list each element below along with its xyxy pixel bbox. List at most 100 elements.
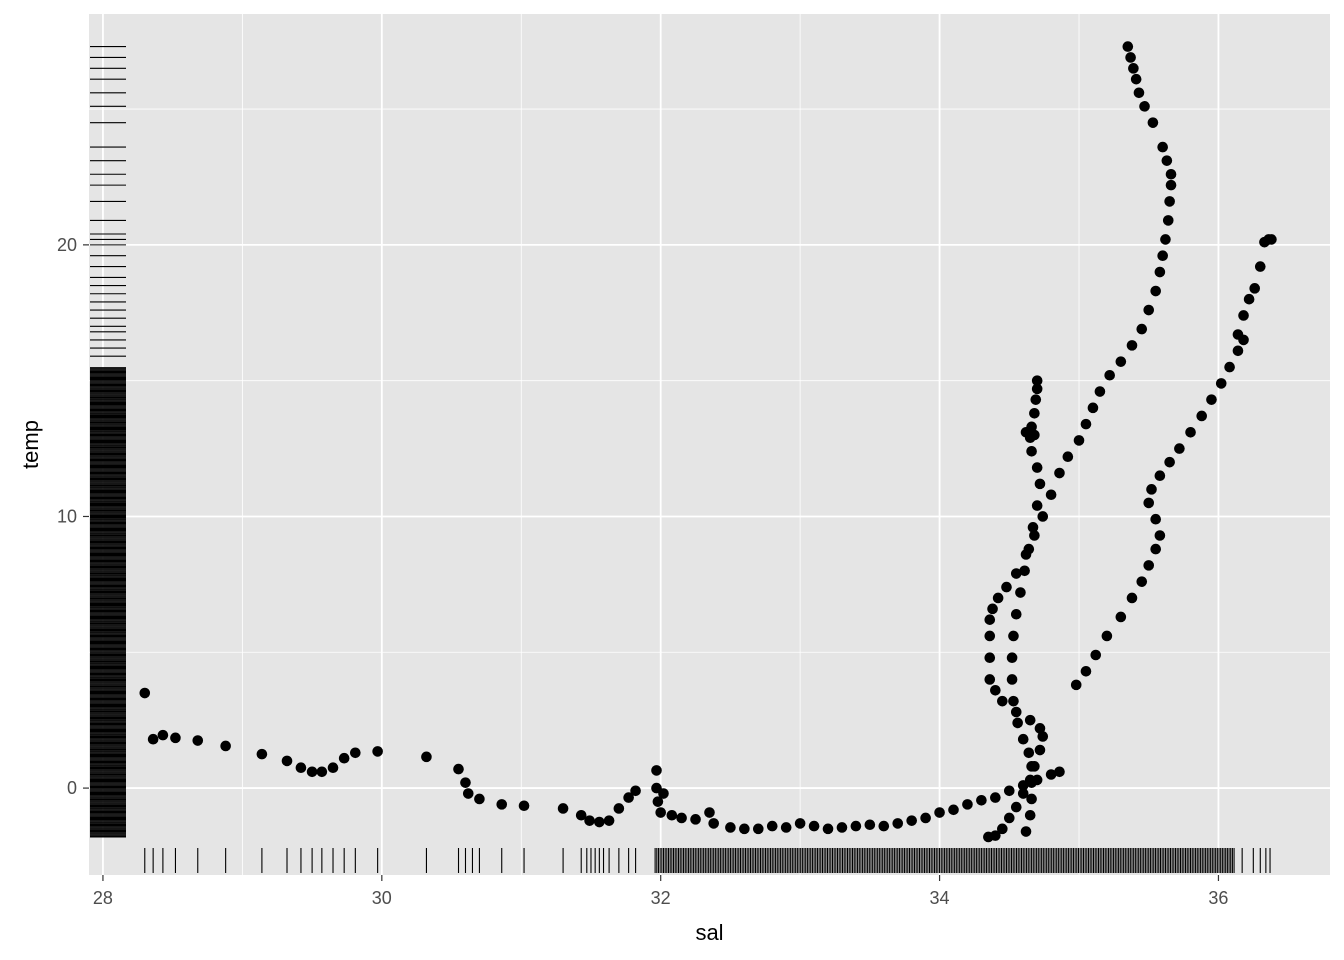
data-point [1232, 329, 1244, 340]
data-point [281, 755, 293, 767]
data-point [739, 823, 750, 835]
data-point [984, 614, 996, 625]
minor-gridlines [89, 14, 1330, 875]
data-point [460, 777, 471, 788]
data-point [157, 729, 169, 741]
data-point [1001, 581, 1012, 593]
data-point [474, 793, 485, 805]
data-point [984, 630, 996, 642]
x-tick-label: 28 [93, 888, 113, 908]
data-point [676, 812, 687, 824]
data-point [1012, 717, 1023, 729]
data-point [1143, 560, 1155, 571]
data-point [1162, 215, 1174, 226]
data-point [1054, 467, 1065, 479]
data-point [1243, 293, 1255, 305]
y-tick-label: 10 [57, 506, 77, 526]
data-point [704, 807, 715, 818]
data-point [327, 762, 339, 774]
data-point [421, 751, 432, 763]
data-point [1164, 456, 1175, 468]
data-point [1026, 777, 1037, 788]
data-point [1157, 250, 1168, 262]
data-point [1017, 733, 1029, 745]
data-point [1090, 649, 1102, 661]
y-axis-title: temp [18, 420, 43, 469]
data-point [997, 695, 1008, 707]
data-point [1232, 345, 1244, 357]
data-point [623, 792, 634, 803]
data-point [306, 766, 318, 778]
data-point [1034, 723, 1046, 734]
data-point [658, 788, 669, 799]
data-point [1019, 565, 1030, 577]
data-point [1150, 543, 1162, 555]
data-point [1115, 356, 1127, 367]
data-point [1031, 383, 1043, 395]
data-point [822, 823, 834, 835]
data-point [1020, 426, 1032, 438]
data-point [906, 815, 917, 826]
data-point [1185, 426, 1196, 438]
data-point [780, 822, 792, 833]
data-point [1026, 761, 1037, 772]
data-point [1087, 402, 1099, 414]
tick-labels: 28 30 32 34 36 0 10 20 [57, 235, 1228, 908]
data-point [1017, 788, 1029, 799]
data-point [496, 799, 508, 810]
data-point [1029, 429, 1040, 441]
data-point [295, 762, 307, 774]
data-point [1027, 522, 1039, 533]
data-point [1154, 470, 1166, 482]
data-point [575, 809, 587, 821]
data-point [725, 822, 736, 833]
data-point [1215, 378, 1227, 389]
data-point [990, 830, 1001, 841]
data-point [1164, 196, 1175, 207]
data-point [1266, 234, 1277, 245]
data-point [655, 807, 666, 818]
data-point [1139, 101, 1150, 112]
data-point [1206, 394, 1217, 405]
data-point [1122, 41, 1134, 52]
data-point [934, 807, 945, 818]
data-point [1080, 665, 1092, 677]
data-point [584, 815, 595, 826]
rug-marks [90, 46, 1271, 873]
data-point [1165, 168, 1177, 180]
data-point [1115, 611, 1127, 623]
data-point [1024, 714, 1036, 726]
data-point [984, 674, 996, 685]
data-point [1101, 630, 1113, 642]
data-point [1254, 261, 1266, 272]
data-point [1045, 489, 1057, 501]
data-point [603, 815, 615, 826]
data-point [1146, 484, 1157, 495]
axis-ticks [83, 244, 1220, 881]
data-point [1034, 744, 1046, 756]
plot-panel [89, 14, 1330, 875]
y-tick-label: 20 [57, 235, 77, 255]
data-point [753, 823, 764, 835]
data-point [1020, 826, 1032, 837]
data-point [518, 800, 530, 812]
data-point [1062, 451, 1074, 463]
data-point [1010, 801, 1022, 813]
data-point [766, 820, 778, 832]
data-point [984, 652, 996, 664]
data-point [372, 746, 383, 757]
x-axis-title: sal [695, 920, 723, 945]
data-point [794, 818, 806, 829]
data-point [1031, 500, 1043, 511]
data-point [613, 803, 625, 814]
data-point [139, 687, 151, 699]
data-points [139, 41, 1277, 843]
x-tick-label: 36 [1208, 888, 1228, 908]
data-point [997, 823, 1008, 835]
data-point [220, 740, 231, 752]
data-point [557, 803, 569, 814]
data-point [338, 752, 350, 764]
data-point [651, 765, 662, 776]
data-point [836, 822, 848, 833]
data-point [1030, 394, 1042, 405]
